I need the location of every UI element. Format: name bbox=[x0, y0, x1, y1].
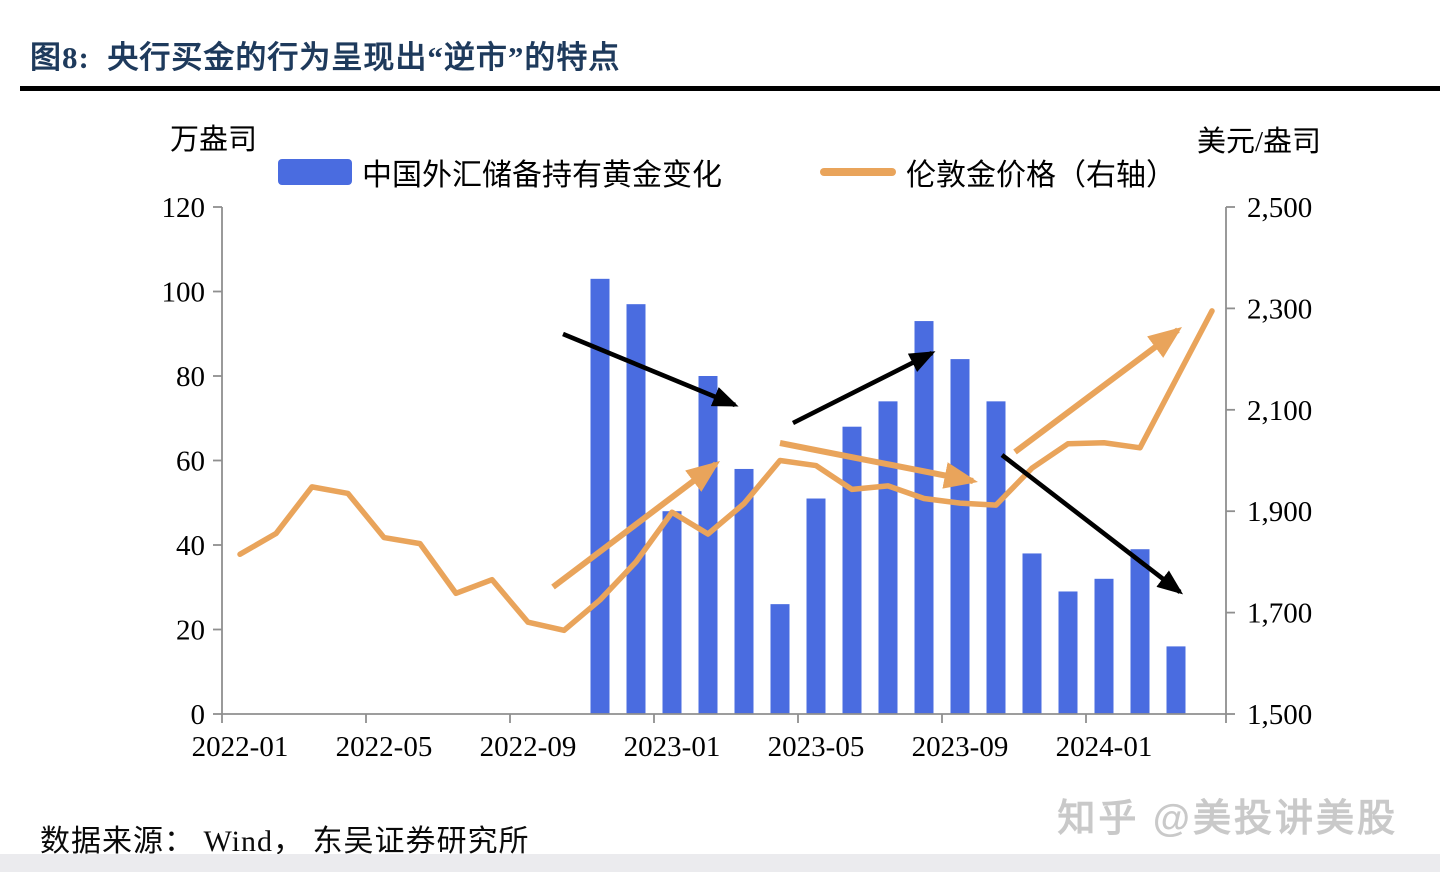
bar bbox=[734, 468, 754, 714]
right-axis-tick-label: 2,100 bbox=[1247, 395, 1312, 427]
bottom-strip bbox=[0, 854, 1440, 872]
legend-item-gold-price: 伦敦金价格（右轴） bbox=[820, 150, 1176, 194]
trend-arrow bbox=[779, 440, 978, 489]
trend-arrow bbox=[562, 331, 739, 408]
left-axis-tick-label: 120 bbox=[162, 192, 206, 224]
bar bbox=[1166, 646, 1186, 714]
trend-arrow bbox=[551, 460, 721, 590]
x-axis-tick-label: 2024-01 bbox=[1056, 731, 1153, 763]
bars-series bbox=[590, 278, 1186, 714]
trend-arrow bbox=[791, 350, 936, 426]
legend-line-swatch bbox=[820, 168, 896, 176]
watermark: 知乎 @美投讲美股 bbox=[1057, 798, 1398, 840]
title-divider bbox=[20, 86, 1440, 91]
left-axis-tick-label: 0 bbox=[191, 699, 206, 731]
bar bbox=[626, 304, 646, 714]
x-axis-tick-label: 2023-01 bbox=[624, 731, 721, 763]
right-axis-tick-label: 1,900 bbox=[1247, 496, 1312, 528]
bar bbox=[986, 401, 1006, 714]
legend-bar-label: 中国外汇储备持有黄金变化 bbox=[362, 159, 722, 192]
right-axis-unit-label: 美元/盎司 bbox=[1197, 126, 1322, 158]
x-axis-tick-label: 2022-09 bbox=[480, 731, 577, 763]
left-axis-unit-label: 万盎司 bbox=[170, 124, 258, 156]
gold-price-line bbox=[237, 308, 1215, 634]
left-axis-tick-label: 40 bbox=[176, 530, 205, 562]
legend-bar-swatch bbox=[278, 159, 352, 185]
bar bbox=[1022, 553, 1042, 714]
bar bbox=[1094, 578, 1114, 714]
x-axis-tick-label: 2023-05 bbox=[768, 731, 865, 763]
legend-item-gold-holdings: 中国外汇储备持有黄金变化 bbox=[278, 150, 722, 194]
left-axis-tick-label: 80 bbox=[176, 361, 205, 393]
left-axis-tick-label: 100 bbox=[162, 277, 206, 309]
axis-tick-labels: 0 20 40 60 80 100 120 1,500 1,700 1,900 2,100 2,300… bbox=[162, 192, 1313, 763]
x-axis-tick-label: 2023-09 bbox=[912, 731, 1009, 763]
bar bbox=[662, 511, 682, 714]
right-axis-tick-label: 1,500 bbox=[1247, 699, 1312, 731]
bar bbox=[950, 359, 970, 714]
axes bbox=[213, 206, 1235, 723]
right-axis-tick-label: 2,500 bbox=[1247, 192, 1312, 224]
right-axis-tick-label: 1,700 bbox=[1247, 598, 1312, 630]
x-axis-tick-label: 2022-01 bbox=[192, 731, 289, 763]
bar bbox=[770, 604, 790, 714]
trend-arrow bbox=[1000, 453, 1184, 595]
right-axis-tick-label: 2,300 bbox=[1247, 293, 1312, 325]
bar bbox=[1058, 591, 1078, 714]
left-axis-tick-label: 60 bbox=[176, 446, 205, 478]
bar bbox=[914, 321, 934, 714]
trend-arrow bbox=[1013, 326, 1183, 455]
data-source-note: 数据来源： Wind， 东吴证券研究所 bbox=[40, 825, 530, 858]
bar bbox=[698, 376, 718, 714]
x-axis-tick-label: 2022-05 bbox=[336, 731, 433, 763]
bar bbox=[806, 498, 826, 714]
legend-line-label: 伦敦金价格（右轴） bbox=[906, 159, 1176, 192]
bar bbox=[1130, 549, 1150, 714]
trend-arrows bbox=[551, 326, 1184, 595]
bar bbox=[878, 401, 898, 714]
left-axis-tick-label: 20 bbox=[176, 615, 205, 647]
figure-title: 图8: 央行买金的行为呈现出“逆市”的特点 bbox=[30, 40, 621, 75]
bar bbox=[842, 426, 862, 714]
